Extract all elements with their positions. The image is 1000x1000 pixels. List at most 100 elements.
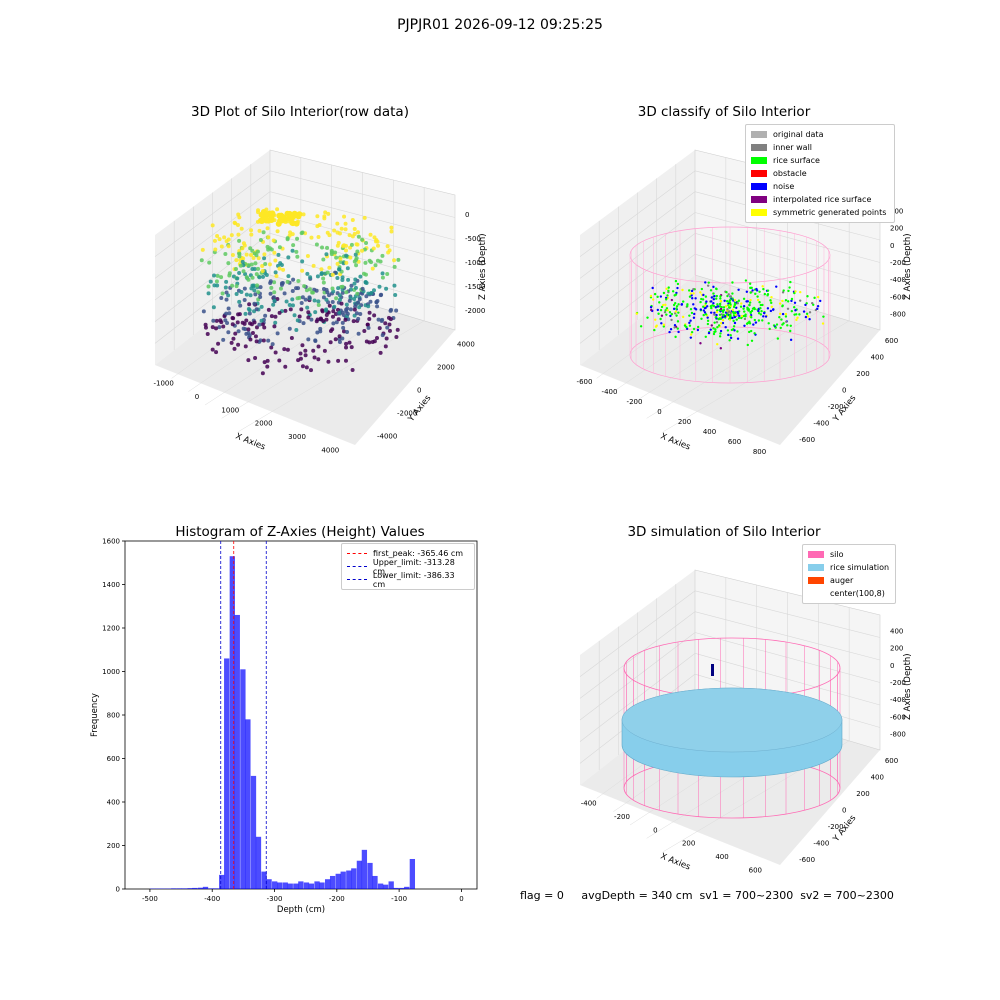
- classify-data-point: [729, 316, 732, 320]
- raw-data-point: [321, 257, 326, 262]
- histogram-bar: [399, 887, 405, 889]
- classify-data-point: [693, 307, 696, 310]
- classify-data-point: [749, 286, 752, 290]
- histogram-bar: [298, 881, 304, 889]
- raw-data-point: [294, 328, 299, 333]
- raw-data-point: [372, 288, 377, 293]
- raw-data-point: [252, 320, 257, 325]
- histogram-bar: [314, 881, 320, 889]
- raw-data-point: [263, 262, 268, 267]
- classify-data-point: [660, 305, 664, 309]
- classify-data-point: [793, 301, 797, 304]
- raw-data-point: [275, 220, 282, 227]
- raw-data-point: [235, 276, 240, 281]
- raw-data-point: [358, 312, 363, 317]
- classify-data-point: [752, 306, 756, 310]
- classify-data-point: [665, 307, 669, 310]
- classify-data-point: [764, 315, 768, 318]
- raw-data-point: [355, 291, 360, 296]
- raw-data-point: [274, 273, 279, 278]
- classify-data-point: [737, 299, 741, 302]
- histogram-bar: [351, 868, 357, 889]
- histogram-bar: [171, 888, 177, 889]
- raw-data-point: [295, 254, 300, 259]
- raw-data-point: [343, 221, 348, 226]
- raw-data-point: [269, 314, 274, 319]
- raw-data-point: [352, 307, 357, 312]
- classify-x-tick-label: 0: [657, 408, 661, 416]
- raw-data-point: [282, 291, 287, 296]
- raw-data-point: [343, 317, 348, 322]
- histogram-bar: [382, 884, 389, 889]
- raw-data-point: [370, 339, 375, 344]
- raw-data-point: [319, 267, 324, 272]
- raw-data-point: [210, 223, 215, 228]
- raw-data-point: [313, 310, 318, 315]
- classify-data-point: [649, 294, 653, 298]
- classify-data-point: [757, 309, 760, 313]
- raw-data-point: [389, 229, 394, 234]
- classify-data-point: [699, 342, 702, 345]
- raw-data-point: [340, 284, 345, 289]
- raw-data-point: [383, 321, 388, 326]
- raw-data-point: [364, 241, 369, 246]
- raw-data-point: [243, 327, 248, 332]
- raw-data-point: [242, 286, 247, 291]
- raw-data-point: [328, 329, 333, 334]
- raw-data-point: [238, 263, 243, 268]
- raw-data-point: [318, 316, 323, 321]
- raw-data-point: [248, 293, 253, 298]
- classify-data-point: [709, 289, 713, 292]
- raw-data-point: [224, 297, 229, 302]
- classify-data-point: [756, 298, 760, 302]
- histogram-y-tick-label: 200: [107, 842, 120, 850]
- raw-data-point: [337, 297, 342, 302]
- classify-z-tick-label: -600: [890, 293, 906, 301]
- raw-data-point: [227, 271, 232, 276]
- raw-data-point: [360, 286, 365, 291]
- raw-data-point: [335, 261, 340, 266]
- classify-data-point: [732, 319, 735, 323]
- raw-data-point: [335, 276, 340, 281]
- raw-data-point: [303, 353, 308, 358]
- raw-data-point: [299, 307, 304, 312]
- raw-data-point: [347, 298, 352, 303]
- classify-data-point: [719, 299, 723, 303]
- classify-data-point: [757, 319, 761, 322]
- simulation-x-tick-label: 200: [682, 840, 695, 848]
- raw-data-point: [258, 338, 263, 343]
- raw-data-point: [258, 237, 263, 242]
- raw-data-point: [224, 290, 229, 295]
- simulation-plot-title: 3D simulation of Silo Interior: [627, 524, 821, 540]
- raw-data-point: [316, 357, 321, 362]
- raw-data-point: [375, 336, 380, 341]
- classify-data-point: [748, 322, 752, 325]
- raw-data-point: [240, 259, 245, 264]
- classify-y-tick-label: 200: [856, 370, 869, 378]
- classify-data-point: [706, 305, 709, 308]
- raw-data-point: [283, 364, 288, 369]
- classify-data-point: [736, 310, 739, 314]
- histogram-x-tick-label: -500: [142, 895, 158, 903]
- raw-data-point: [342, 243, 347, 248]
- raw-data-point: [254, 307, 259, 312]
- histogram-bar: [181, 888, 187, 889]
- raw-data-point: [240, 246, 245, 251]
- raw-data-point: [340, 277, 345, 282]
- raw-data-point: [335, 230, 340, 235]
- raw-data-point: [341, 325, 346, 330]
- histogram-bar: [388, 881, 394, 889]
- classify-data-point: [700, 287, 704, 291]
- classify-data-point: [712, 332, 716, 336]
- classify-data-point: [674, 302, 677, 305]
- raw-data-point: [357, 297, 362, 302]
- histogram-bar: [208, 888, 214, 889]
- raw-data-point: [207, 260, 212, 265]
- raw-data-point: [303, 297, 308, 302]
- classify-data-point: [756, 295, 759, 298]
- classify-data-point: [680, 303, 683, 306]
- classify-data-point: [784, 298, 788, 302]
- classify-data-point: [699, 300, 702, 304]
- raw-data-point: [329, 248, 334, 253]
- classify-data-point: [821, 322, 825, 325]
